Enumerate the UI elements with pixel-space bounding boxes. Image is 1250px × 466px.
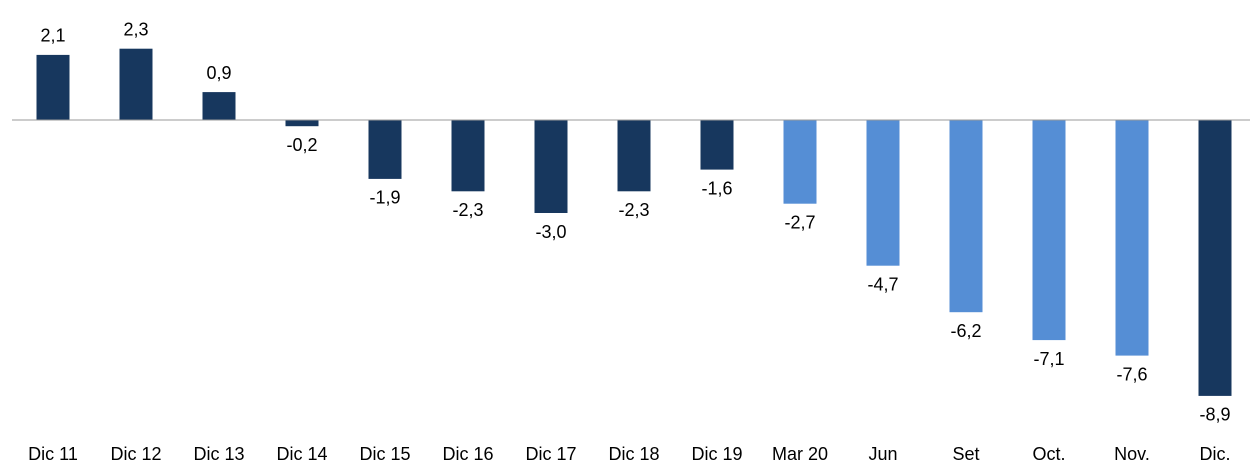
x-tick-label: Dic 17 <box>525 444 576 464</box>
bar <box>119 48 153 121</box>
x-tick-label: Dic 12 <box>110 444 161 464</box>
value-label: -2,3 <box>618 200 649 220</box>
value-label: -2,7 <box>784 212 815 232</box>
value-label: 0,9 <box>206 63 231 83</box>
value-label: 2,1 <box>40 26 65 46</box>
x-tick-label: Jun <box>868 444 897 464</box>
x-tick-label: Dic 15 <box>359 444 410 464</box>
bar <box>783 120 817 204</box>
x-tick-label: Dic 16 <box>442 444 493 464</box>
value-label: -8,9 <box>1199 405 1230 425</box>
value-label: -0,2 <box>286 135 317 155</box>
bar <box>949 120 983 313</box>
value-label: -3,0 <box>535 222 566 242</box>
bar <box>202 92 236 120</box>
x-tick-label: Set <box>952 444 979 464</box>
value-label: -6,2 <box>950 321 981 341</box>
x-tick-label: Dic 18 <box>608 444 659 464</box>
bar <box>1032 120 1066 341</box>
x-tick-label: Oct. <box>1032 444 1065 464</box>
bar <box>451 120 485 192</box>
bar <box>285 120 319 127</box>
bar <box>36 54 70 120</box>
x-tick-label: Dic 11 <box>28 444 78 464</box>
bar <box>368 120 402 179</box>
x-tick-label: Dic 13 <box>193 444 244 464</box>
bar <box>700 120 734 170</box>
value-label: -7,6 <box>1116 364 1147 384</box>
bar <box>866 120 900 266</box>
x-tick-label: Nov. <box>1114 444 1150 464</box>
bar <box>1198 120 1232 396</box>
value-label: -1,6 <box>701 178 732 198</box>
value-label: -7,1 <box>1033 349 1064 369</box>
value-label: -4,7 <box>867 274 898 294</box>
bar <box>534 120 568 213</box>
bar <box>617 120 651 192</box>
value-label: 2,3 <box>123 19 148 39</box>
value-label: -1,9 <box>369 188 400 208</box>
bar <box>1115 120 1149 356</box>
x-tick-label: Dic 19 <box>691 444 742 464</box>
x-tick-label: Dic. <box>1200 444 1231 464</box>
value-label: -2,3 <box>452 200 483 220</box>
x-tick-label: Mar 20 <box>772 444 828 464</box>
x-tick-label: Dic 14 <box>276 444 327 464</box>
